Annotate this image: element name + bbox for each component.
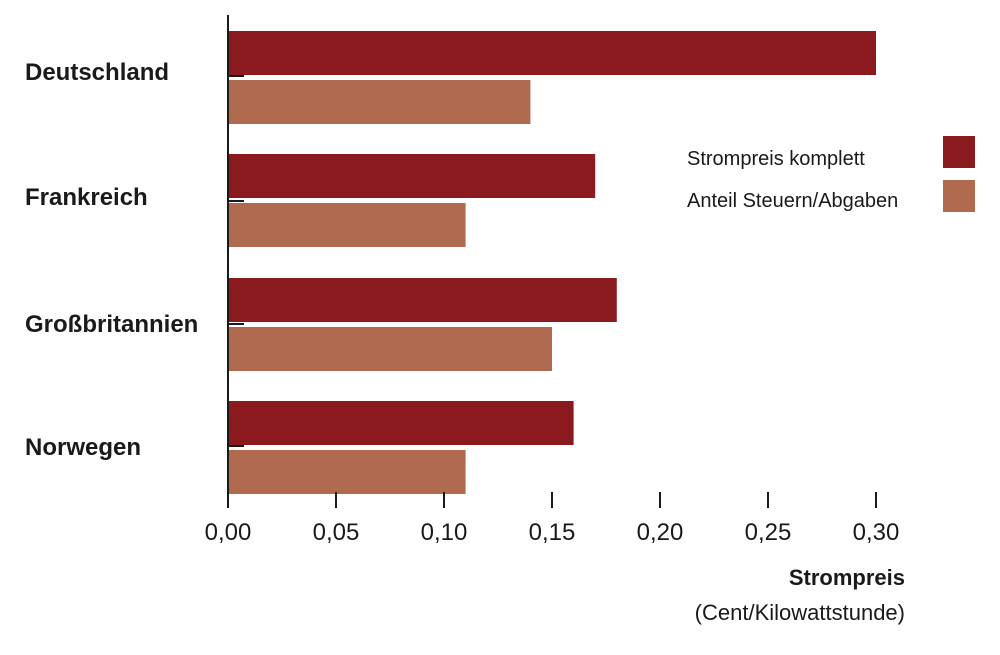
legend-label: Strompreis komplett bbox=[687, 148, 865, 170]
bar-frankreich-series-1 bbox=[228, 154, 596, 198]
x-axis-title: Strompreis bbox=[789, 565, 905, 590]
category-label: Deutschland bbox=[25, 59, 169, 86]
y-axis-ticks bbox=[228, 75, 244, 447]
x-tick-label: 0,00 bbox=[205, 519, 252, 546]
x-tick-label: 0,10 bbox=[421, 519, 468, 546]
category-label: Großbritannien bbox=[25, 311, 198, 338]
bar-deutschland-series-1 bbox=[228, 31, 876, 75]
x-axis-subtitle: (Cent/Kilowattstunde) bbox=[695, 600, 905, 625]
x-tick-label: 0,15 bbox=[529, 519, 576, 546]
bars bbox=[228, 31, 876, 494]
bar-frankreich-series-2 bbox=[228, 203, 466, 247]
x-tick-label: 0,05 bbox=[313, 519, 360, 546]
legend-label: Anteil Steuern/Abgaben bbox=[687, 190, 898, 212]
legend-swatch bbox=[943, 136, 975, 168]
x-tick-label: 0,20 bbox=[637, 519, 684, 546]
legend-swatch bbox=[943, 180, 975, 212]
bar-norwegen-series-2 bbox=[228, 450, 466, 494]
labels: Deutschland Frankreich Großbritannien Norwe… bbox=[25, 59, 198, 461]
legend: Strompreis komplett Anteil Steuern/Abgabe… bbox=[687, 136, 975, 212]
bar-gro-britannien-series-1 bbox=[228, 278, 617, 322]
bar-norwegen-series-1 bbox=[228, 401, 574, 445]
bar-gro-britannien-series-2 bbox=[228, 327, 552, 371]
x-tick-label: 0,30 bbox=[853, 519, 900, 546]
x-tick-label: 0,25 bbox=[745, 519, 792, 546]
bar-deutschland-series-2 bbox=[228, 80, 531, 124]
axes: 0,00 0,05 0,10 0,15 0,20 0,25 0,30 bbox=[205, 15, 900, 546]
category-label: Frankreich bbox=[25, 184, 148, 211]
category-label: Norwegen bbox=[25, 434, 141, 461]
x-axis-ticks: 0,00 0,05 0,10 0,15 0,20 0,25 0,30 bbox=[205, 492, 900, 546]
